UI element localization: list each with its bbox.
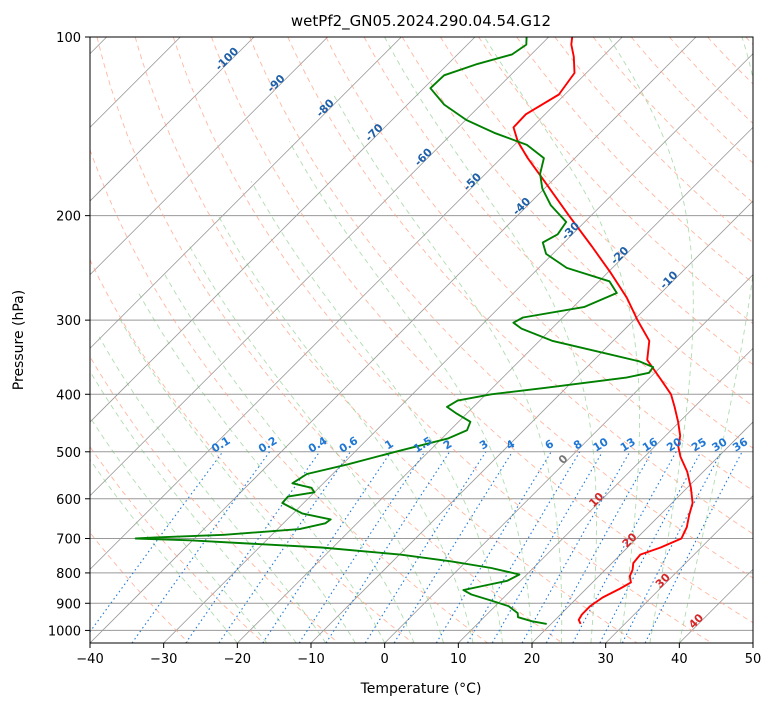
isotherm-line xyxy=(605,495,753,643)
dry-adiabat-line xyxy=(172,37,712,643)
dry-adiabat-line xyxy=(325,37,753,492)
isotherm-line xyxy=(163,53,753,643)
isotherm-line xyxy=(237,126,753,643)
moist-adiabat-line xyxy=(250,180,503,643)
moist-adiabat-line xyxy=(217,215,474,643)
mixing-ratio-line xyxy=(325,451,451,643)
y-tick-label: 700 xyxy=(56,533,81,548)
moist-adiabat-line xyxy=(90,416,268,643)
isotherm-line xyxy=(90,37,255,202)
x-tick-label: 40 xyxy=(671,652,688,667)
axes: −40 −30 −20 −10 0 10 20 30 40 50 100 200 300 400 500 60… xyxy=(48,31,761,667)
y-tick-label: 300 xyxy=(56,314,81,329)
moist-adiabat-line xyxy=(484,37,640,643)
moist-adiabat-line xyxy=(288,141,533,643)
mixing-ratio-line xyxy=(572,451,677,643)
dry-adiabat-line xyxy=(401,37,753,407)
moist-adiabat-line xyxy=(189,245,445,643)
mixing-ratio-line xyxy=(218,451,351,643)
y-tick-label: 900 xyxy=(56,597,81,612)
moist-adiabat-line xyxy=(138,292,386,643)
y-tick-label: 800 xyxy=(56,567,81,582)
moist-adiabat-line xyxy=(333,94,563,643)
x-tick-label: −20 xyxy=(224,652,251,667)
y-tick-label: 400 xyxy=(56,388,81,403)
dry-adiabat-line xyxy=(134,37,638,643)
y-tick-label: 100 xyxy=(56,31,81,46)
mixing-ratio-line xyxy=(298,451,426,643)
y-axis-label: Pressure (hPa) xyxy=(11,290,27,390)
moist-adiabat-line xyxy=(163,272,415,643)
moist-adiabat-line xyxy=(117,315,356,643)
x-tick-label: 30 xyxy=(597,652,614,667)
x-axis-label: Temperature (°C) xyxy=(360,681,482,697)
dry-adiabat-line xyxy=(440,37,753,366)
dry-adiabat-line xyxy=(211,37,753,624)
mixing-ratio-line xyxy=(393,451,513,643)
x-tick-label: −10 xyxy=(297,652,324,667)
mixing-ratio-line xyxy=(467,451,581,643)
y-tick-label: 1000 xyxy=(48,624,81,639)
chart-title: wetPf2_GN05.2024.290.04.54.G12 xyxy=(291,12,551,31)
moist-adiabat-line xyxy=(90,458,238,643)
dry-adiabat-line xyxy=(90,445,264,643)
mixing-ratio-line xyxy=(435,451,552,643)
x-tick-label: −40 xyxy=(76,652,103,667)
isotherm-line xyxy=(90,37,328,276)
isotherm-line xyxy=(531,421,753,643)
isotherm-line xyxy=(310,200,753,643)
mixing-ratio-line xyxy=(185,451,321,643)
isotherm-line xyxy=(90,37,697,643)
mixing-ratio-line xyxy=(599,451,702,643)
y-tick-label: 500 xyxy=(56,446,81,461)
x-tick-label: 10 xyxy=(450,652,467,667)
isotherm-line xyxy=(458,347,753,643)
profile-lines xyxy=(134,37,694,625)
moist-adiabat-line xyxy=(608,37,694,643)
dry-adiabat-line xyxy=(96,37,563,643)
x-tick-label: 20 xyxy=(524,652,541,667)
moist-adiabat-line xyxy=(90,370,297,643)
isotherm-line xyxy=(90,37,476,423)
isotherm-line xyxy=(90,37,623,570)
y-tick-label: 200 xyxy=(56,210,81,225)
temperature-line xyxy=(512,37,694,625)
mixing-ratio-line xyxy=(262,451,392,643)
isotherm-line xyxy=(90,37,402,349)
isotherm-line xyxy=(90,37,549,497)
moist-adiabat-line xyxy=(384,37,597,643)
x-tick-label: 0 xyxy=(381,652,389,667)
y-tick-label: 600 xyxy=(56,493,81,508)
plot-frame xyxy=(89,36,754,644)
dry-adiabat-line xyxy=(363,37,753,449)
dry-adiabat-line xyxy=(249,37,753,579)
x-tick-label: −30 xyxy=(150,652,177,667)
isotherm-line xyxy=(384,274,753,643)
x-tick-label: 50 xyxy=(745,652,762,667)
background-lines xyxy=(90,37,753,643)
mixing-ratio-line xyxy=(364,451,487,643)
dewpoint-line xyxy=(134,37,655,625)
